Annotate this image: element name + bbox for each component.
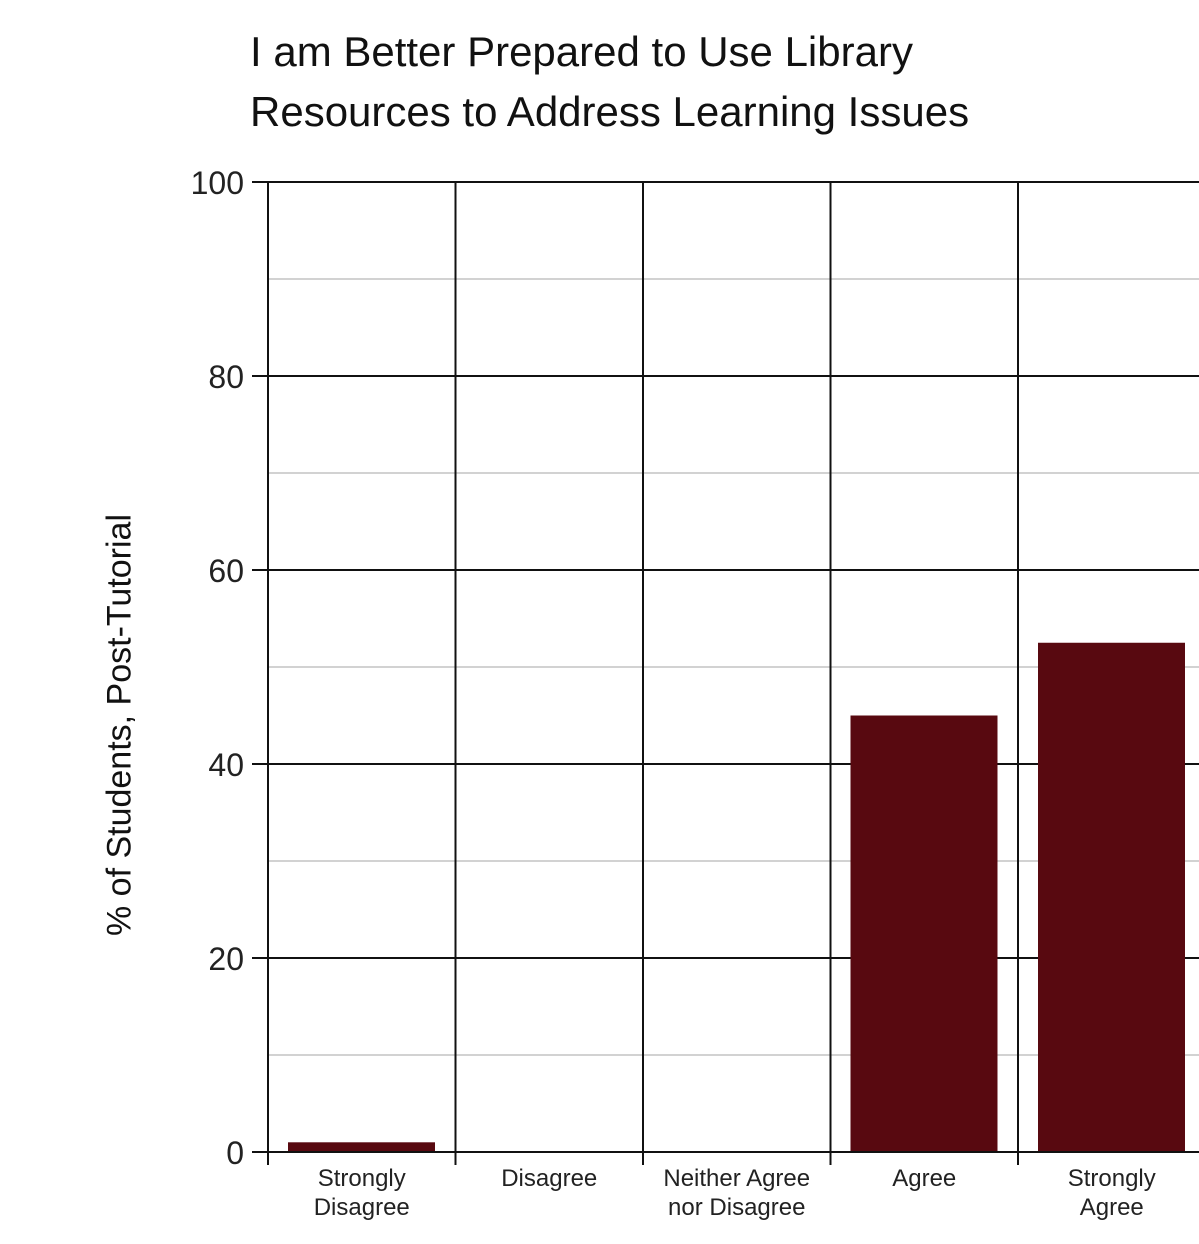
y-tick-label: 100	[191, 165, 244, 201]
x-tick-label: nor Disagree	[668, 1194, 805, 1221]
bar-4	[1038, 642, 1185, 1152]
chart-title: I am Better Prepared to Use Library Reso…	[250, 22, 969, 142]
chart-title-line-2: Resources to Address Learning Issues	[250, 88, 970, 135]
bar-0	[288, 1142, 435, 1152]
bar-3	[850, 715, 998, 1152]
x-tick-label: Disagree	[501, 1165, 597, 1192]
chart-title-line-1: I am Better Prepared to Use Library	[250, 28, 913, 75]
y-tick-label: 40	[208, 747, 244, 783]
y-tick-label: 60	[208, 553, 244, 589]
y-tick-label: 0	[226, 1135, 244, 1171]
x-tick-label: Strongly	[1068, 1165, 1156, 1192]
x-tick-label: Strongly	[318, 1165, 406, 1192]
x-tick-label: Neither Agree	[663, 1165, 810, 1192]
x-tick-label: Disagree	[314, 1194, 410, 1221]
x-tick-label: Agree	[1080, 1194, 1144, 1221]
y-tick-label: 20	[208, 941, 244, 977]
y-tick-label: 80	[208, 359, 244, 395]
x-tick-label: Agree	[892, 1165, 956, 1192]
